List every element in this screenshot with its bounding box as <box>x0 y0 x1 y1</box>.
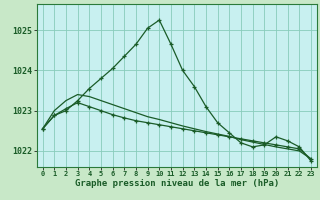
X-axis label: Graphe pression niveau de la mer (hPa): Graphe pression niveau de la mer (hPa) <box>75 179 279 188</box>
